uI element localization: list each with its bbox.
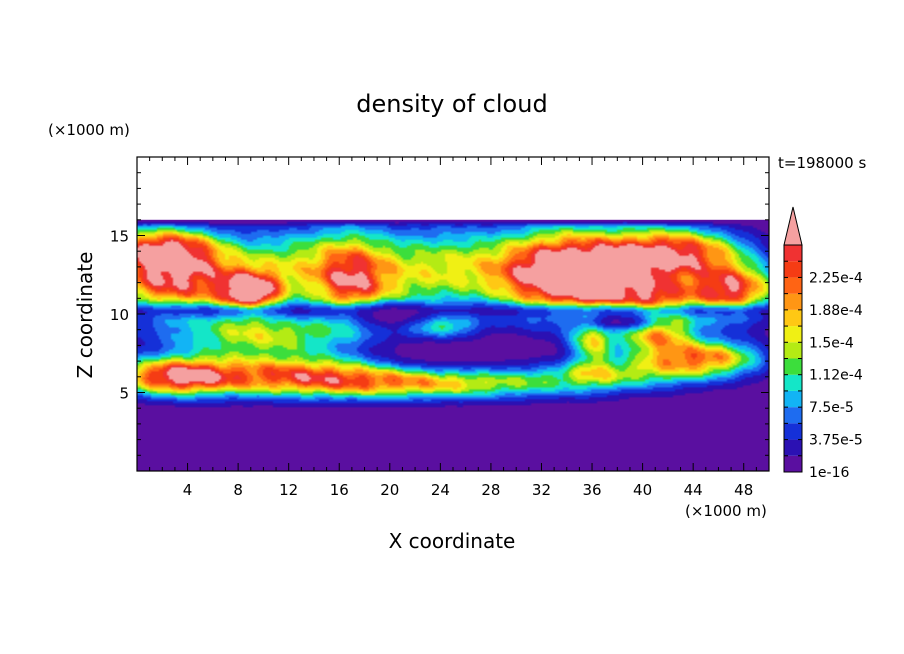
chart-title: density of cloud: [356, 90, 547, 118]
colorbar-label: 1.12e-4: [809, 368, 863, 384]
x-tick-group: 4 8 12 16 20 24 28 32 36 40 44 48: [149, 157, 757, 499]
y-tick-label: 5: [119, 385, 129, 403]
y-unit-label: (×1000 m): [48, 121, 130, 139]
x-tick-label: 24: [431, 481, 450, 499]
y-axis-label: Z coordinate: [73, 252, 97, 379]
colorbar-swatch: [784, 277, 802, 294]
colorbar: 2.25e-4 1.88e-4 1.5e-4 1.12e-4 7.5e-5 3.75e-5…: [783, 206, 863, 481]
colorbar-swatch: [784, 261, 802, 278]
colorbar-label: 1.5e-4: [809, 335, 854, 351]
colorbar-label: 1.88e-4: [809, 303, 863, 319]
x-tick-label: 36: [582, 481, 601, 499]
x-tick-label: 28: [481, 481, 500, 499]
colorbar-swatch: [784, 342, 802, 359]
y-tick-group: 5 10 15: [110, 172, 769, 456]
density-field-image: [137, 219, 769, 471]
colorbar-swatch: [784, 455, 802, 472]
colorbar-swatch: [784, 439, 802, 456]
x-tick-label: 20: [380, 481, 399, 499]
colorbar-swatch: [784, 309, 802, 327]
y-tick-label: 10: [110, 306, 129, 324]
x-tick-label: 4: [183, 481, 193, 499]
colorbar-swatch: [784, 423, 802, 440]
x-tick-label: 48: [734, 481, 753, 499]
x-tick-label: 8: [233, 481, 243, 499]
colorbar-swatch: [784, 358, 802, 375]
time-label: t=198000 s: [778, 154, 866, 172]
colorbar-swatch: [784, 293, 802, 310]
x-tick-label: 32: [532, 481, 551, 499]
x-tick-label: 12: [279, 481, 298, 499]
y-tick-label: 15: [110, 228, 129, 246]
colorbar-extend-arrow: [783, 206, 803, 246]
x-axis-label: X coordinate: [389, 529, 516, 553]
x-tick-label: 44: [684, 481, 703, 499]
colorbar-swatch: [784, 407, 802, 424]
colorbar-label: 3.75e-5: [809, 433, 863, 449]
plot-area: [136, 156, 770, 472]
colorbar-swatch: [784, 390, 802, 408]
colorbar-label: 2.25e-4: [809, 270, 863, 286]
colorbar-swatch: [784, 326, 802, 343]
colorbar-swatch: [784, 374, 802, 391]
colorbar-swatch: [784, 245, 802, 262]
x-tick-label: 40: [633, 481, 652, 499]
x-tick-label: 16: [330, 481, 349, 499]
colorbar-label: 1e-16: [809, 465, 849, 481]
x-unit-label: (×1000 m): [685, 502, 767, 520]
colorbar-label: 7.5e-5: [809, 400, 854, 416]
